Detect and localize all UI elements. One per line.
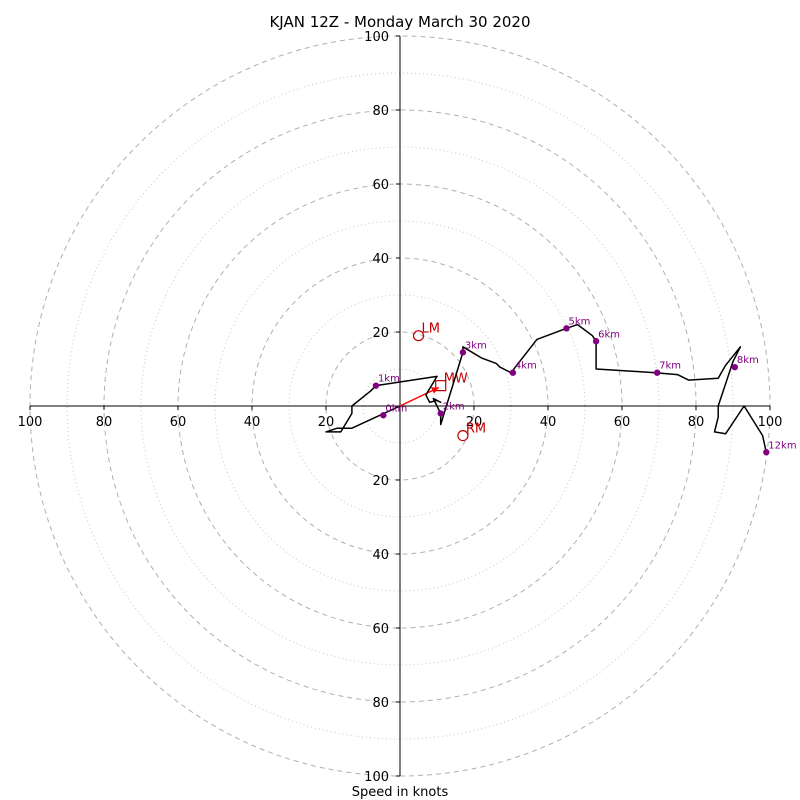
x-axis-label: Speed in knots [352, 785, 449, 800]
height-marker-point [437, 410, 444, 417]
storm-motion-marker [412, 330, 425, 342]
height-marker-12km: 12km [763, 440, 797, 456]
height-marker-label: 12km [768, 440, 796, 451]
storm-motion-marker [457, 430, 469, 442]
height-marker-point [380, 412, 387, 419]
height-marker-label: 3km [465, 340, 487, 351]
height-markers: 0km 1km 2km 3km 4km 5km 6km 7km 8km 12km [372, 316, 797, 456]
y-tick-label: 20 [372, 474, 389, 489]
y-tick-label: 80 [372, 696, 389, 711]
x-tick-label: 80 [96, 415, 113, 430]
x-tick-label: 100 [18, 415, 43, 430]
x-tick-labels: 100 80 60 40 20 20 40 60 80 100 [18, 406, 783, 430]
x-tick-label: 80 [688, 415, 705, 430]
y-tick-label: 60 [372, 622, 389, 637]
height-marker-0km: 0km [380, 403, 407, 419]
y-tick-label: 40 [372, 548, 389, 563]
height-marker-label: 0km [385, 403, 407, 414]
storm-motion-marker [435, 380, 447, 392]
chart-title: KJAN 12Z - Monday March 30 2020 [269, 13, 530, 31]
height-marker-point [563, 325, 570, 332]
height-marker-label: 2km [443, 401, 465, 412]
height-marker-point [509, 369, 517, 376]
storm-motion-label: RM [466, 422, 486, 437]
storm-motion-lm: LM [412, 322, 440, 342]
storm-motion-label: LM [422, 322, 440, 337]
height-marker-6km: 6km [592, 329, 620, 345]
x-tick-label: 60 [170, 415, 187, 430]
shear-vector-line [399, 386, 440, 407]
y-tick-labels: 100 80 60 40 20 20 40 60 80 100 [364, 30, 400, 785]
x-tick-label: 60 [614, 415, 631, 430]
height-marker-1km: 1km [372, 374, 400, 389]
x-tick-label: 100 [758, 415, 783, 430]
height-marker-point [459, 349, 467, 356]
height-marker-label: 7km [659, 361, 681, 372]
y-tick-label: 40 [372, 252, 389, 267]
shear-vector-arrowhead [431, 387, 439, 394]
height-marker-label: 8km [737, 355, 759, 366]
y-tick-label: 100 [364, 770, 389, 785]
height-marker-label: 6km [598, 329, 620, 340]
storm-motion-mw: MW [435, 372, 468, 392]
height-marker-label: 1km [378, 374, 400, 385]
x-tick-label: 20 [318, 415, 335, 430]
height-marker-4km: 4km [509, 361, 537, 376]
height-marker-point [653, 369, 661, 376]
height-marker-point [592, 338, 600, 345]
y-tick-label: 60 [372, 178, 389, 193]
height-marker-label: 4km [515, 361, 537, 372]
storm-motion-rm: RM [457, 422, 486, 442]
height-marker-3km: 3km [459, 340, 487, 356]
storm-motion-markers: LM MW RM [412, 322, 486, 442]
x-tick-label: 40 [244, 415, 261, 430]
height-marker-point [731, 363, 739, 371]
hodograph-trace-group [325, 323, 768, 453]
hodograph-trace [325, 323, 768, 453]
x-tick-label: 20 [466, 415, 483, 430]
height-marker-point [763, 449, 770, 456]
x-tick-label: 40 [540, 415, 557, 430]
height-marker-7km: 7km [653, 361, 681, 376]
height-marker-point [372, 382, 380, 389]
y-tick-label: 20 [372, 326, 389, 341]
y-tick-label: 80 [372, 104, 389, 119]
height-marker-5km: 5km [563, 316, 591, 332]
shear-vector [399, 386, 440, 407]
height-marker-2km: 2km [437, 401, 465, 417]
height-marker-8km: 8km [731, 355, 759, 371]
storm-motion-label: MW [444, 372, 468, 387]
y-tick-label: 100 [364, 30, 389, 45]
height-marker-label: 5km [569, 316, 591, 327]
